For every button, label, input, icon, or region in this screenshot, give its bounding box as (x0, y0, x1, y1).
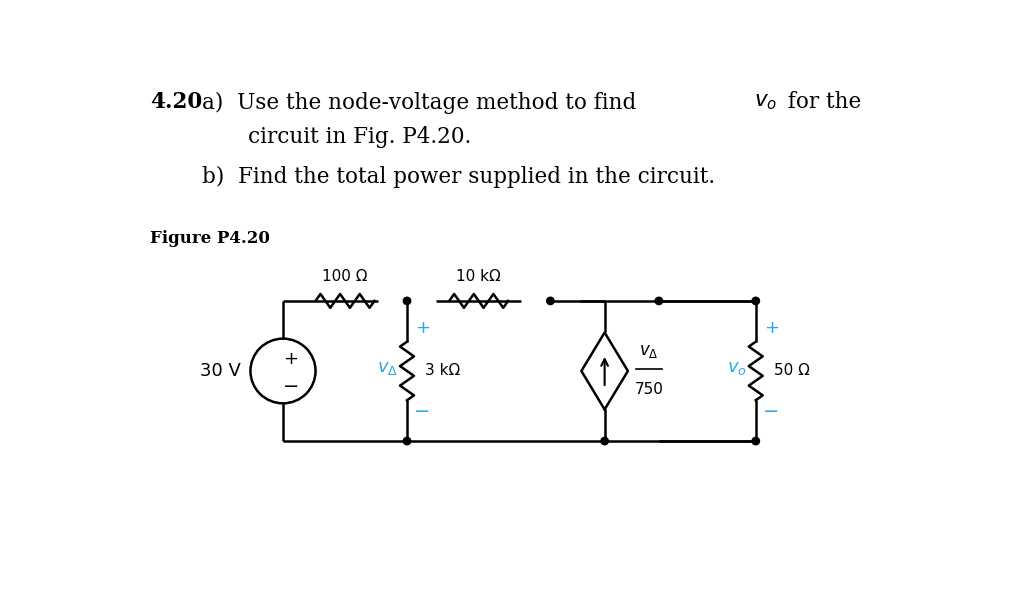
Text: 3 kΩ: 3 kΩ (425, 363, 460, 379)
Text: 4.20: 4.20 (150, 91, 202, 114)
Text: 10 kΩ: 10 kΩ (457, 269, 501, 284)
Circle shape (601, 438, 608, 445)
Text: for the: for the (780, 91, 861, 114)
Text: +: + (284, 350, 298, 368)
Circle shape (752, 297, 760, 305)
Text: circuit in Fig. P4.20.: circuit in Fig. P4.20. (248, 126, 471, 148)
Text: $v_o$: $v_o$ (755, 90, 777, 112)
Text: −: − (415, 402, 431, 421)
Text: $v_o$: $v_o$ (727, 359, 746, 377)
Text: $v_\Delta$: $v_\Delta$ (377, 359, 397, 377)
Text: 30 V: 30 V (201, 362, 241, 380)
Text: 750: 750 (634, 382, 664, 397)
Text: +: + (764, 319, 778, 337)
Circle shape (655, 297, 663, 305)
Text: 100 Ω: 100 Ω (323, 269, 368, 284)
Circle shape (403, 297, 411, 305)
Text: b)  Find the total power supplied in the circuit.: b) Find the total power supplied in the … (202, 166, 715, 188)
Text: $v_\Delta$: $v_\Delta$ (639, 342, 658, 360)
Circle shape (752, 438, 760, 445)
Text: −: − (763, 402, 779, 421)
Text: Figure P4.20: Figure P4.20 (150, 230, 269, 247)
Text: +: + (415, 319, 430, 337)
Circle shape (403, 438, 411, 445)
Text: a)  Use the node-voltage method to find: a) Use the node-voltage method to find (202, 91, 643, 114)
Text: 50 Ω: 50 Ω (773, 363, 809, 379)
Circle shape (547, 297, 554, 305)
Text: −: − (283, 377, 299, 396)
